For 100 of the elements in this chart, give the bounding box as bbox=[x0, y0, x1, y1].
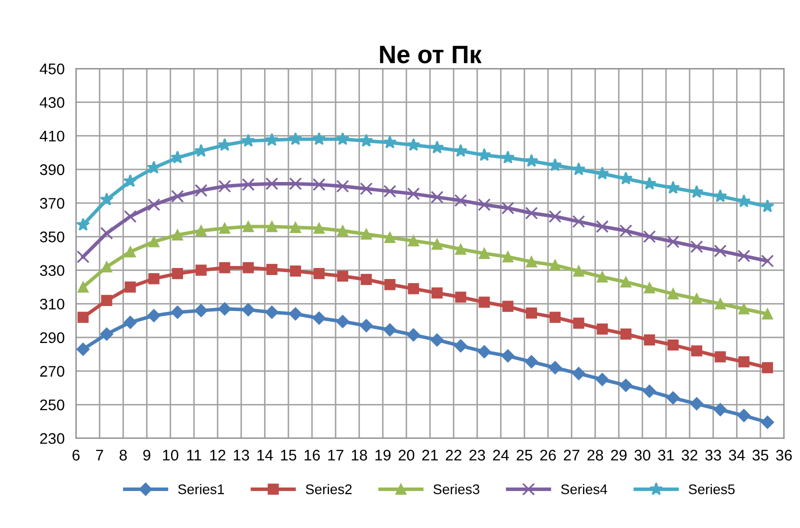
point bbox=[666, 391, 680, 405]
point bbox=[643, 230, 656, 244]
point bbox=[666, 180, 680, 194]
legend-label: Series2 bbox=[306, 484, 352, 494]
point bbox=[455, 292, 466, 303]
point bbox=[100, 327, 114, 341]
point bbox=[383, 135, 397, 148]
point bbox=[668, 288, 679, 300]
point bbox=[526, 256, 538, 268]
point bbox=[242, 134, 256, 147]
point bbox=[124, 174, 138, 188]
x-tick-label: 9 bbox=[143, 450, 150, 461]
point bbox=[312, 312, 326, 325]
x-tick-label: 14 bbox=[257, 450, 273, 460]
point bbox=[336, 314, 350, 328]
point bbox=[383, 323, 396, 336]
point bbox=[336, 180, 350, 193]
point bbox=[690, 397, 704, 410]
point bbox=[194, 184, 208, 197]
point bbox=[430, 140, 444, 154]
point bbox=[430, 333, 444, 347]
point bbox=[478, 345, 491, 358]
point bbox=[337, 270, 348, 282]
point bbox=[76, 218, 90, 231]
point bbox=[218, 180, 232, 193]
point bbox=[406, 328, 420, 342]
y-tick-label: 450 bbox=[40, 64, 64, 74]
point bbox=[147, 160, 161, 174]
x-tick-label: 18 bbox=[352, 450, 368, 461]
x-tick-label: 10 bbox=[163, 450, 178, 461]
point bbox=[620, 276, 632, 288]
y-tick-label: 430 bbox=[40, 97, 64, 108]
point bbox=[266, 221, 278, 232]
point bbox=[455, 244, 466, 255]
point bbox=[384, 278, 396, 290]
y-tick-label: 350 bbox=[40, 232, 64, 242]
point bbox=[478, 296, 490, 308]
point bbox=[147, 198, 160, 212]
point bbox=[572, 366, 586, 380]
y-tick-label: 230 bbox=[40, 433, 64, 444]
point bbox=[548, 361, 562, 374]
point bbox=[620, 328, 632, 340]
point bbox=[289, 177, 302, 190]
point bbox=[124, 281, 136, 293]
point bbox=[691, 293, 702, 304]
x-tick-label: 23 bbox=[469, 450, 486, 461]
x-tick-label: 30 bbox=[634, 450, 650, 461]
point bbox=[737, 408, 750, 422]
point bbox=[100, 192, 114, 206]
x-tick-label: 31 bbox=[658, 450, 674, 461]
point bbox=[619, 378, 632, 392]
point bbox=[265, 306, 278, 319]
point bbox=[432, 287, 443, 298]
x-tick-label: 33 bbox=[705, 450, 722, 461]
point bbox=[196, 225, 207, 236]
point bbox=[668, 339, 679, 351]
x-tick-label: 11 bbox=[187, 450, 202, 460]
legend-label: Series4 bbox=[561, 484, 608, 494]
point bbox=[101, 261, 112, 272]
point bbox=[288, 307, 302, 321]
x-tick-label: 36 bbox=[776, 450, 792, 461]
point bbox=[337, 225, 348, 236]
point bbox=[100, 226, 114, 240]
point bbox=[596, 271, 608, 283]
point bbox=[548, 158, 562, 172]
point bbox=[478, 198, 491, 212]
point bbox=[194, 304, 208, 318]
y-tick-label: 250 bbox=[40, 400, 64, 410]
point bbox=[124, 316, 137, 329]
x-tick-label: 6 bbox=[72, 450, 80, 461]
point bbox=[242, 303, 255, 316]
point bbox=[714, 244, 727, 258]
point bbox=[148, 273, 160, 284]
x-tick-label: 15 bbox=[281, 450, 296, 461]
point bbox=[596, 372, 609, 386]
point bbox=[408, 283, 420, 294]
x-tick-label: 25 bbox=[516, 450, 532, 461]
point bbox=[691, 345, 702, 356]
point bbox=[406, 138, 420, 151]
point bbox=[101, 294, 112, 306]
point bbox=[314, 268, 325, 280]
point bbox=[454, 194, 468, 207]
x-tick-label: 29 bbox=[611, 450, 627, 461]
point bbox=[619, 224, 632, 238]
point bbox=[124, 246, 136, 258]
point bbox=[596, 323, 608, 335]
point bbox=[336, 132, 350, 146]
point bbox=[312, 132, 326, 146]
x-tick-label: 7 bbox=[96, 450, 104, 460]
y-tick-label: 270 bbox=[40, 366, 64, 377]
point bbox=[312, 178, 326, 191]
point bbox=[242, 262, 254, 274]
point bbox=[573, 318, 584, 329]
point bbox=[761, 254, 774, 268]
point bbox=[407, 187, 420, 200]
point bbox=[714, 298, 726, 310]
point bbox=[170, 306, 184, 319]
point bbox=[432, 238, 443, 250]
point bbox=[737, 194, 751, 208]
x-tick-label: 20 bbox=[398, 450, 414, 461]
